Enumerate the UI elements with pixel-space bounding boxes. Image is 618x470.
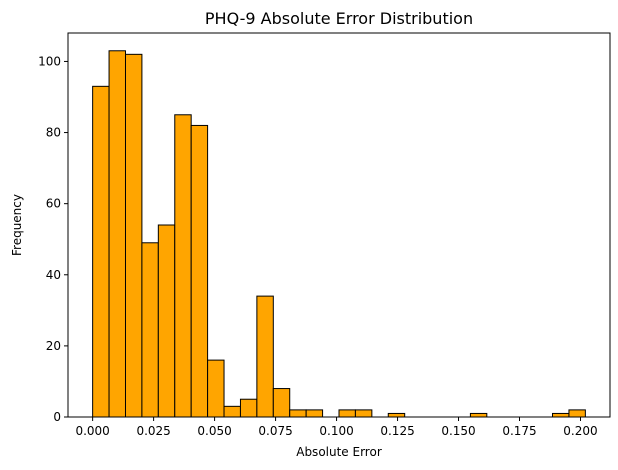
- histogram-bar: [289, 409, 307, 418]
- y-tick-label: 80: [46, 126, 61, 140]
- histogram-bar: [157, 224, 176, 418]
- y-axis-label: Frequency: [10, 194, 24, 256]
- histogram-bar: [272, 388, 291, 418]
- y-tick-label: 100: [38, 54, 61, 68]
- histogram-bar: [108, 50, 126, 418]
- x-tick-label: 0.075: [258, 424, 292, 438]
- histogram-bar: [552, 412, 570, 418]
- y-tick-label: 0: [53, 410, 61, 424]
- chart-title: PHQ-9 Absolute Error Distribution: [205, 9, 473, 28]
- histogram-bar: [207, 359, 225, 418]
- histogram-bar: [354, 409, 373, 418]
- x-axis-label: Absolute Error: [296, 445, 382, 459]
- histogram-bar: [239, 398, 258, 418]
- histogram-bar: [223, 405, 241, 418]
- y-axis: 0 20 40 60 80 100: [38, 54, 68, 424]
- x-tick-label: 0.200: [563, 424, 597, 438]
- histogram-bar: [190, 124, 209, 418]
- x-tick-label: 0.125: [380, 424, 414, 438]
- x-tick-label: 0.175: [502, 424, 536, 438]
- histogram-bar: [141, 242, 159, 418]
- x-tick-label: 0.025: [136, 424, 170, 438]
- x-tick-label: 0.050: [197, 424, 231, 438]
- histogram-bar: [305, 409, 324, 418]
- histogram-bar: [469, 412, 488, 418]
- x-tick-label: 0.100: [319, 424, 353, 438]
- x-tick-label: 0.000: [75, 424, 109, 438]
- histogram-bar: [256, 295, 274, 418]
- histogram-bars: [92, 50, 586, 418]
- histogram-bar: [124, 53, 143, 418]
- y-tick-label: 20: [46, 339, 61, 353]
- histogram-bar: [568, 409, 586, 418]
- histogram-bar: [338, 409, 356, 418]
- y-tick-label: 40: [46, 268, 61, 282]
- histogram-bar: [387, 412, 406, 418]
- plot-frame: [67, 32, 611, 418]
- histogram-bar: [174, 114, 192, 418]
- x-tick-label: 0.150: [441, 424, 475, 438]
- y-tick-label: 60: [46, 197, 61, 211]
- x-axis: 0.000 0.025 0.050 0.075 0.100 0.125 0.150 0.175…: [75, 417, 598, 438]
- histogram-bar: [92, 85, 110, 418]
